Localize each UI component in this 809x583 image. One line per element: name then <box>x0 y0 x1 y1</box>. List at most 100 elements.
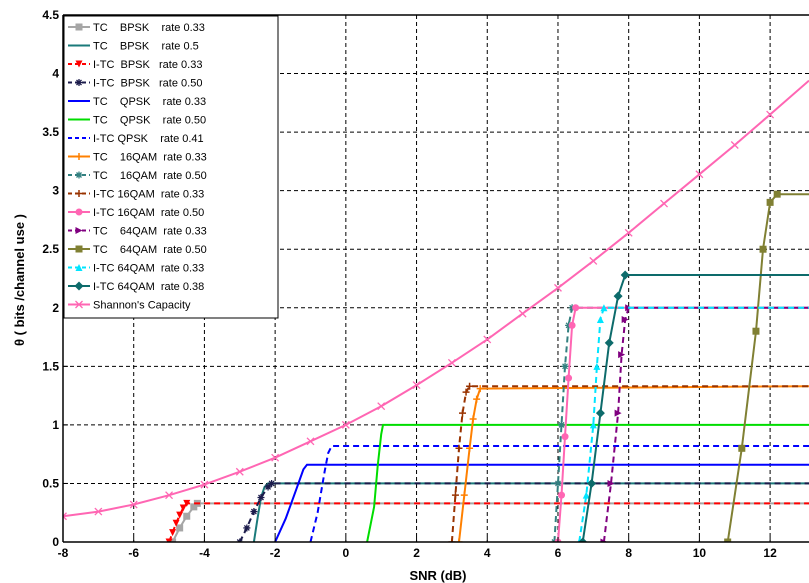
data-point <box>587 478 597 488</box>
data-point <box>129 500 138 509</box>
y-axis-label: θ ( bits /channel use ) <box>12 214 27 346</box>
data-point <box>268 479 276 487</box>
x-tick-label: -4 <box>199 546 210 560</box>
data-point <box>582 491 590 499</box>
data-point <box>618 351 626 359</box>
legend-item: TC 64QAM rate 0.33 <box>68 226 207 238</box>
data-point <box>466 444 474 452</box>
data-point <box>773 190 781 198</box>
data-point <box>341 420 350 429</box>
legend-marker <box>75 300 83 309</box>
data-point <box>176 511 184 519</box>
data-point <box>554 283 562 292</box>
data-point <box>695 170 704 179</box>
legend-marker <box>74 281 84 291</box>
x-tick-label: -2 <box>270 546 281 560</box>
data-point <box>561 362 569 370</box>
data-point <box>483 335 492 344</box>
series-3 <box>236 479 809 542</box>
y-tick-label: 2 <box>52 301 59 315</box>
data-point <box>200 480 209 489</box>
series-15 <box>63 79 809 521</box>
series-4 <box>274 463 809 542</box>
data-point <box>568 321 576 329</box>
data-point <box>169 538 177 542</box>
data-point <box>738 444 746 452</box>
data-point <box>176 524 184 532</box>
data-point <box>621 315 629 323</box>
series-line <box>309 445 809 542</box>
legend-item: TC BPSK rate 0.5 <box>68 41 199 53</box>
data-point <box>243 524 251 532</box>
data-point <box>473 395 481 403</box>
legend-label: I-TC 16QAM rate 0.33 <box>93 189 204 201</box>
legend-label: I-TC BPSK rate 0.33 <box>93 59 202 71</box>
y-tick-label: 1.5 <box>42 359 59 373</box>
data-point <box>578 537 588 542</box>
data-point <box>169 529 177 537</box>
data-point <box>257 493 265 501</box>
legend-marker <box>75 264 83 271</box>
legend-marker <box>75 23 83 31</box>
data-point <box>466 382 474 390</box>
data-point <box>63 512 67 521</box>
data-point <box>165 491 174 500</box>
legend-label: TC QPSK rate 0.50 <box>93 115 206 127</box>
legend-item: TC 16QAM rate 0.33 <box>68 152 207 164</box>
legend-label: TC 16QAM rate 0.50 <box>93 170 207 182</box>
legend-item: I-TC BPSK rate 0.33 <box>68 59 202 71</box>
data-point <box>593 362 601 370</box>
data-point <box>607 479 615 487</box>
legend-label: TC BPSK rate 0.5 <box>93 41 199 53</box>
data-point <box>306 437 315 446</box>
data-point <box>565 374 573 382</box>
data-point <box>724 538 732 542</box>
data-point <box>377 402 386 411</box>
series-7 <box>455 385 809 542</box>
data-point <box>604 338 614 348</box>
series-14 <box>578 270 809 542</box>
x-tick-label: 12 <box>763 546 777 560</box>
series-line <box>274 463 809 542</box>
series-line <box>63 79 809 518</box>
legend-label: I-TC QPSK rate 0.41 <box>93 133 204 145</box>
y-tick-label: 4.5 <box>42 8 59 22</box>
series-9 <box>448 382 809 542</box>
legend-label: I-TC 64QAM rate 0.38 <box>93 281 204 293</box>
legend-item: I-TC 16QAM rate 0.50 <box>68 207 204 219</box>
data-point <box>759 245 767 253</box>
data-point <box>554 479 562 487</box>
data-point <box>183 499 191 507</box>
series-6 <box>309 445 809 542</box>
data-point <box>730 141 739 149</box>
data-point <box>183 512 191 520</box>
series-lines <box>63 79 809 542</box>
data-point <box>561 433 569 441</box>
y-tick-label: 1 <box>52 418 59 432</box>
x-tick-label: 8 <box>625 546 632 560</box>
series-5 <box>366 423 809 542</box>
legend-item: I-TC 16QAM rate 0.33 <box>68 189 204 201</box>
data-point <box>589 256 598 265</box>
data-point <box>462 388 470 396</box>
legend-marker <box>75 245 83 253</box>
series-12 <box>724 190 809 542</box>
data-point <box>271 453 280 462</box>
y-tick-label: 0 <box>52 535 59 549</box>
data-point <box>518 309 527 318</box>
legend-marker <box>75 208 83 216</box>
data-point <box>766 198 774 206</box>
axes: -8 -6 -4 -2 0 2 4 6 8 10 12 0 0.5 1 1.5 2 2.5 3 3.5 4 4.5 <box>42 8 809 560</box>
data-point <box>469 415 477 423</box>
data-point <box>568 304 576 312</box>
legend-item: TC 16QAM rate 0.50 <box>68 170 207 182</box>
legend-item: TC 64QAM rate 0.50 <box>68 244 207 256</box>
legend-item: I-TC 64QAM rate 0.33 <box>68 263 204 275</box>
data-point <box>448 538 456 542</box>
data-point <box>558 421 566 429</box>
legend-marker <box>75 79 83 86</box>
legend: TC BPSK rate 0.33 TC BPSK rate 0.5 I-TC BP… <box>63 15 279 319</box>
series-line <box>366 423 809 542</box>
legend-item: Shannon's Capacity <box>68 300 191 312</box>
